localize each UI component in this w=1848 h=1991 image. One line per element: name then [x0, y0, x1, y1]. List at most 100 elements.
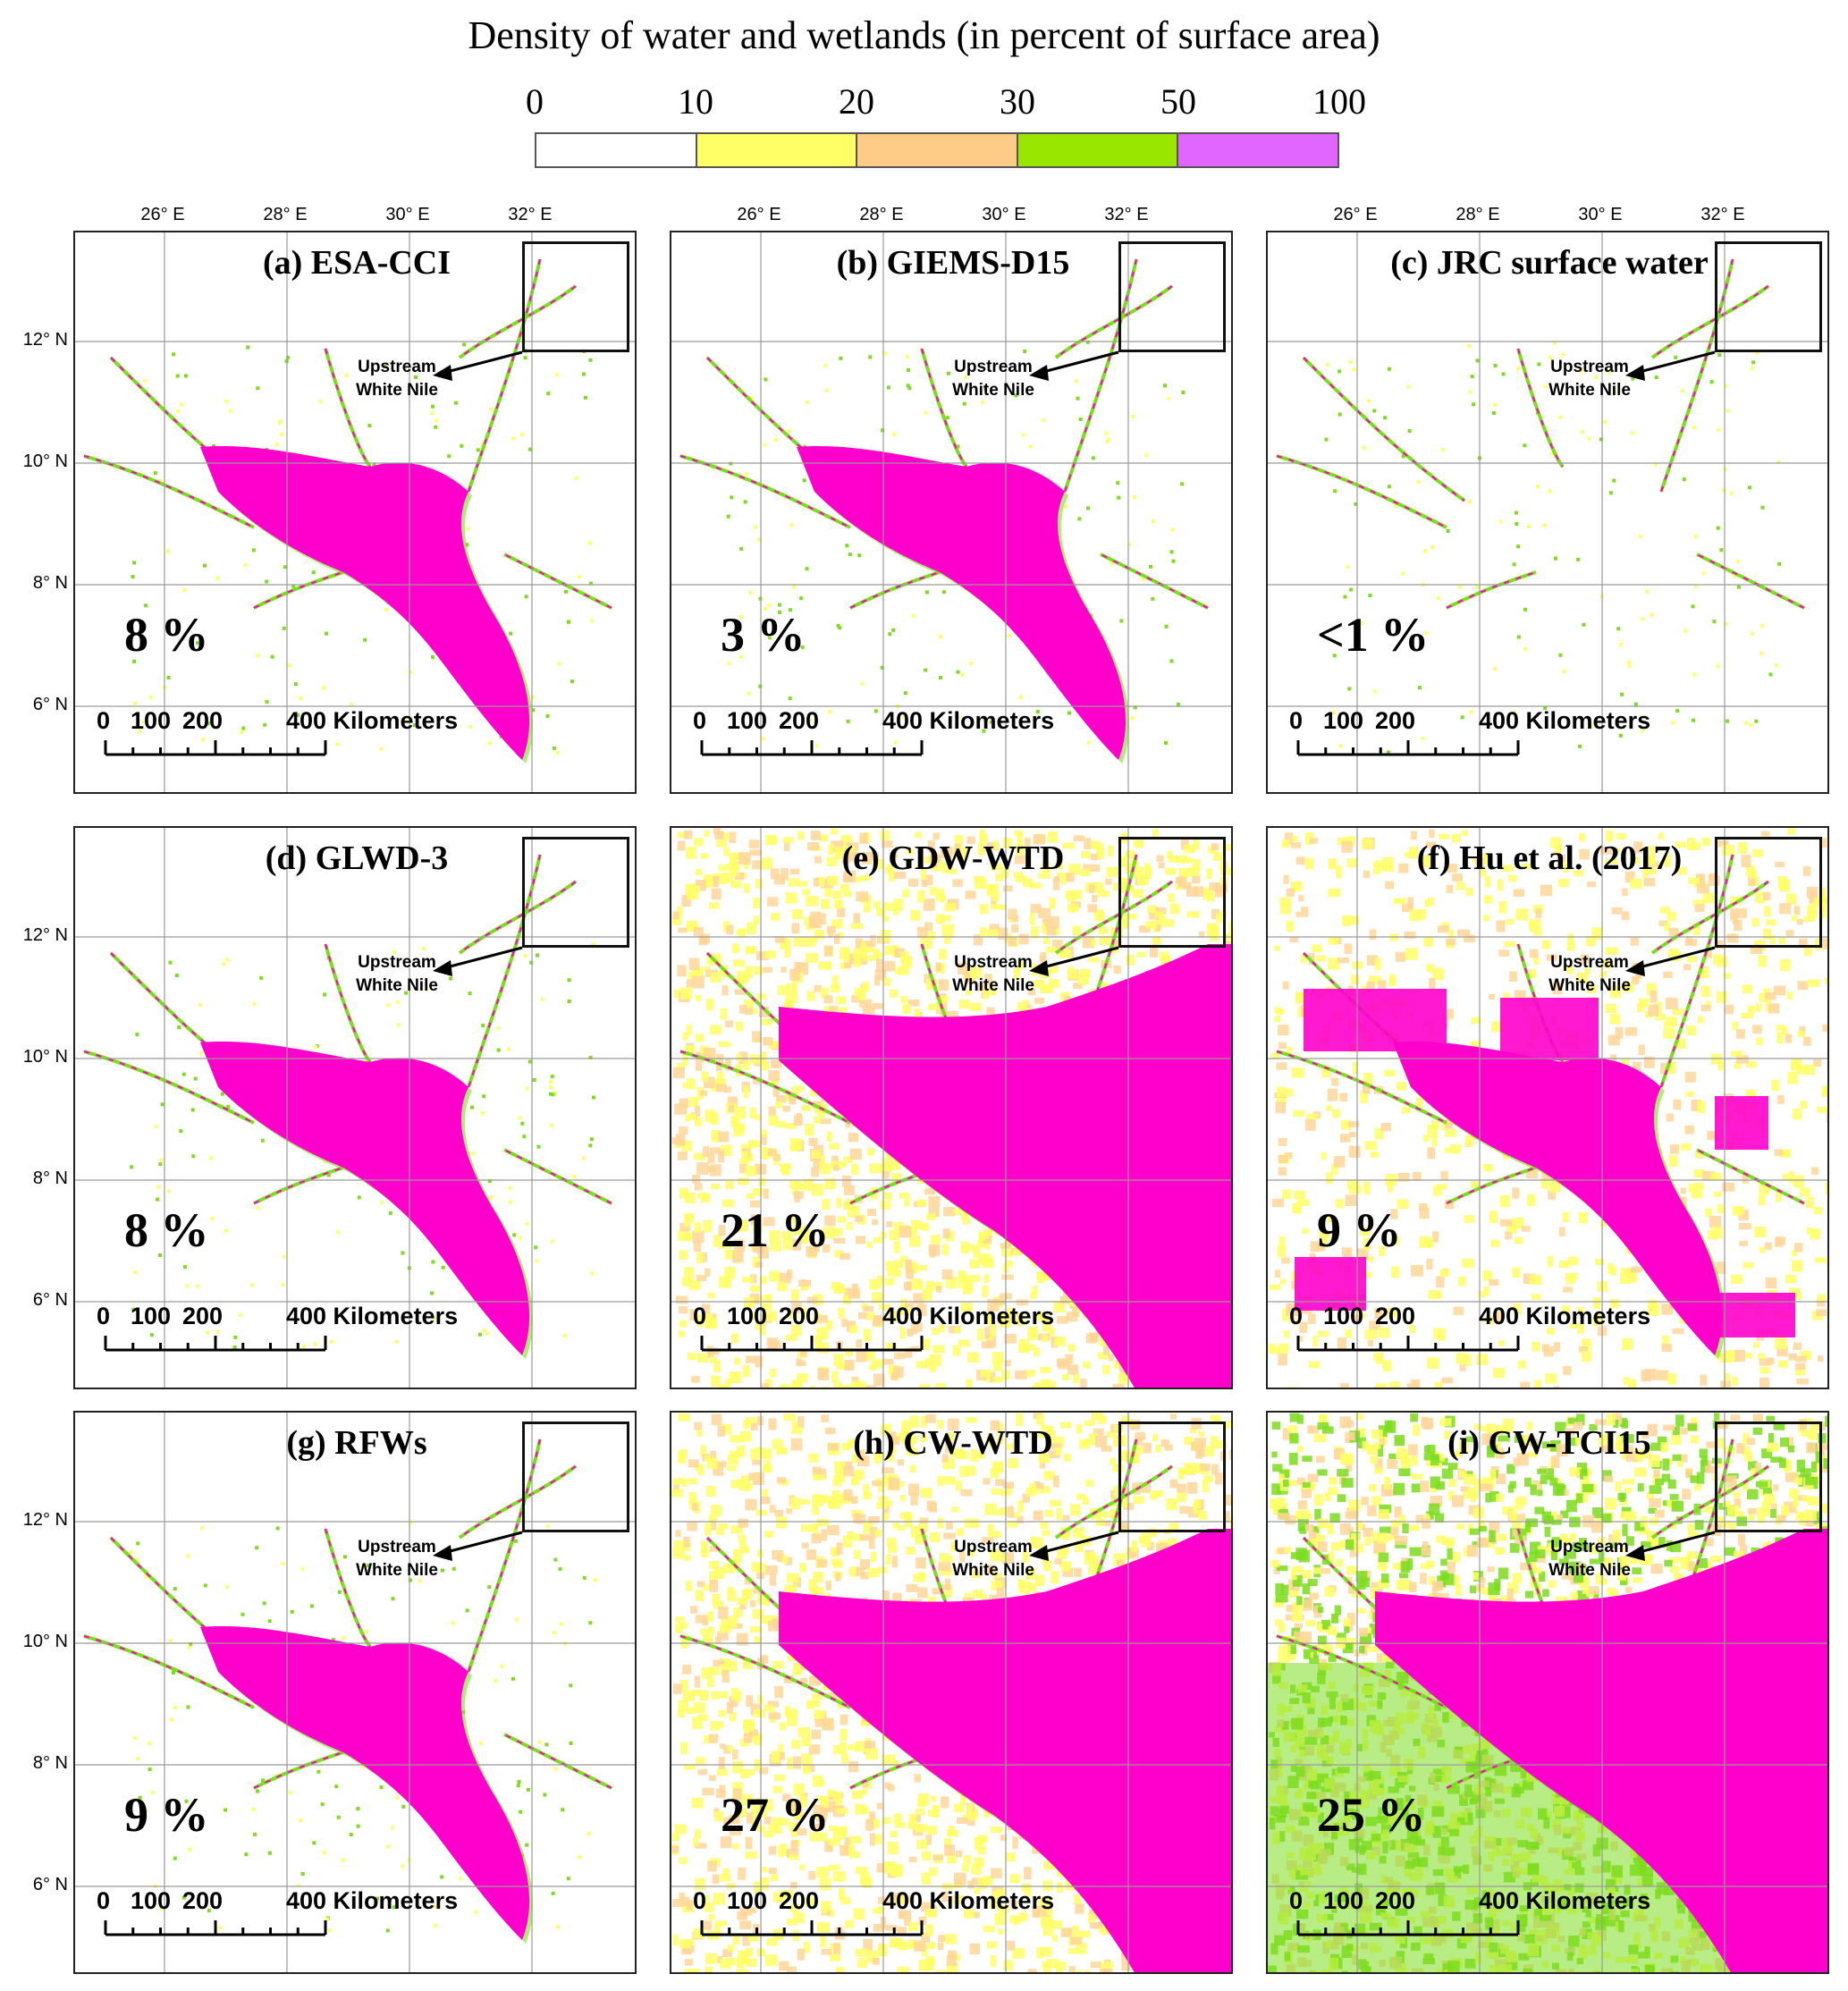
texture-cell [1180, 482, 1185, 486]
texture-cell [1087, 904, 1098, 913]
texture-cell [1803, 915, 1816, 923]
texture-cell [1553, 1386, 1560, 1388]
texture-cell [1427, 1147, 1436, 1160]
texture-cell [226, 1104, 231, 1109]
texture-cell [1229, 1517, 1231, 1529]
texture-cell [835, 1573, 841, 1582]
graticule [75, 828, 635, 1388]
texture-cell [562, 1334, 567, 1338]
texture-cell [1177, 1483, 1186, 1493]
texture-cell [1053, 875, 1060, 883]
texture-cell [798, 1387, 806, 1388]
texture-cell [1482, 915, 1490, 922]
texture-cell [744, 1005, 753, 1016]
texture-cell [1044, 918, 1054, 927]
texture-cell [775, 1516, 788, 1529]
texture-cell [943, 935, 951, 944]
texture-cell [1268, 1343, 1276, 1354]
texture-cell [971, 1864, 982, 1875]
texture-cell [821, 1949, 831, 1955]
texture-cell [1055, 1963, 1062, 1972]
texture-cell [1493, 364, 1498, 368]
texture-cell [1043, 936, 1051, 944]
texture-cell [1378, 1245, 1386, 1257]
texture-cell [1702, 892, 1716, 904]
texture-cell [878, 1303, 891, 1311]
texture-cell [749, 1907, 756, 1914]
texture-cell [293, 682, 298, 687]
texture-cell [1042, 922, 1050, 934]
texture-cell [1067, 966, 1075, 973]
texture-cell [482, 1094, 486, 1099]
texture-cell [887, 1266, 899, 1277]
texture-cell [857, 553, 862, 558]
texture-cell [489, 407, 494, 411]
texture-cell [132, 561, 137, 565]
texture-cell [1791, 1250, 1798, 1257]
texture-cell [1689, 841, 1701, 850]
texture-cell [1666, 1113, 1675, 1122]
texture-cell [215, 1329, 220, 1334]
texture-cell [894, 968, 906, 974]
river-stream-core [849, 571, 941, 609]
river-stream-core [1651, 881, 1769, 954]
texture-cell [679, 1622, 688, 1629]
texture-cell [849, 1325, 858, 1334]
texture-cell [1369, 1320, 1381, 1331]
texture-cell [815, 1816, 827, 1822]
texture-cell [688, 1353, 697, 1360]
texture-cell [1219, 884, 1225, 892]
texture-cell [966, 1548, 975, 1557]
texture-cell [692, 1174, 701, 1184]
texture-cell [1673, 1099, 1682, 1110]
texture-cell [988, 1565, 996, 1574]
texture-cell [404, 719, 409, 723]
texture-cell [1098, 926, 1108, 934]
texture-cell [726, 924, 734, 935]
texture-cell [715, 1062, 722, 1071]
texture-cell [1062, 1567, 1074, 1577]
texture-cell [470, 1151, 475, 1155]
texture-cell [1619, 1273, 1632, 1285]
texture-cell [1700, 985, 1710, 998]
texture-cell [891, 628, 896, 632]
texture-cell [1274, 1270, 1281, 1278]
texture-cell [1050, 1919, 1062, 1929]
sudd-wetland [797, 446, 1127, 760]
texture-cell [836, 1284, 845, 1291]
texture-cell [882, 1755, 890, 1766]
texture-cell [1168, 893, 1175, 902]
texture-cell [1232, 1715, 1233, 1722]
texture-cell [1724, 384, 1728, 388]
texture-cell [713, 1601, 724, 1609]
texture-cell [764, 1149, 778, 1156]
texture-cell [753, 915, 760, 924]
texture-cell [1119, 1450, 1131, 1462]
texture-cell [240, 1612, 245, 1616]
callout-line1: Upstream [358, 953, 436, 972]
texture-cell [824, 887, 832, 898]
texture-cell [808, 936, 817, 943]
texture-cell [697, 1353, 709, 1363]
texture-cell [764, 950, 776, 959]
texture-cell [1430, 545, 1435, 550]
texture-cell [1468, 390, 1472, 394]
texture-cell [729, 831, 737, 843]
texture-cell [1013, 967, 1021, 979]
texture-cell [1031, 1385, 1042, 1388]
scale-label-400: 400 Kilometers [286, 1887, 459, 1914]
texture-cell [1631, 856, 1641, 865]
texture-cell [224, 1228, 228, 1233]
lat-label-6n: 6° N [32, 1875, 68, 1894]
texture-cell [990, 862, 1001, 871]
texture-cell [1186, 911, 1200, 918]
texture-cell [924, 922, 933, 932]
texture-cell [228, 409, 232, 413]
texture-cell [336, 1815, 341, 1819]
texture-cell [1279, 897, 1292, 906]
texture-cell [979, 903, 989, 915]
texture-cell [1367, 1339, 1373, 1347]
texture-cell [1337, 369, 1342, 374]
texture-cell [1667, 1372, 1676, 1385]
texture-cell [786, 1163, 792, 1169]
